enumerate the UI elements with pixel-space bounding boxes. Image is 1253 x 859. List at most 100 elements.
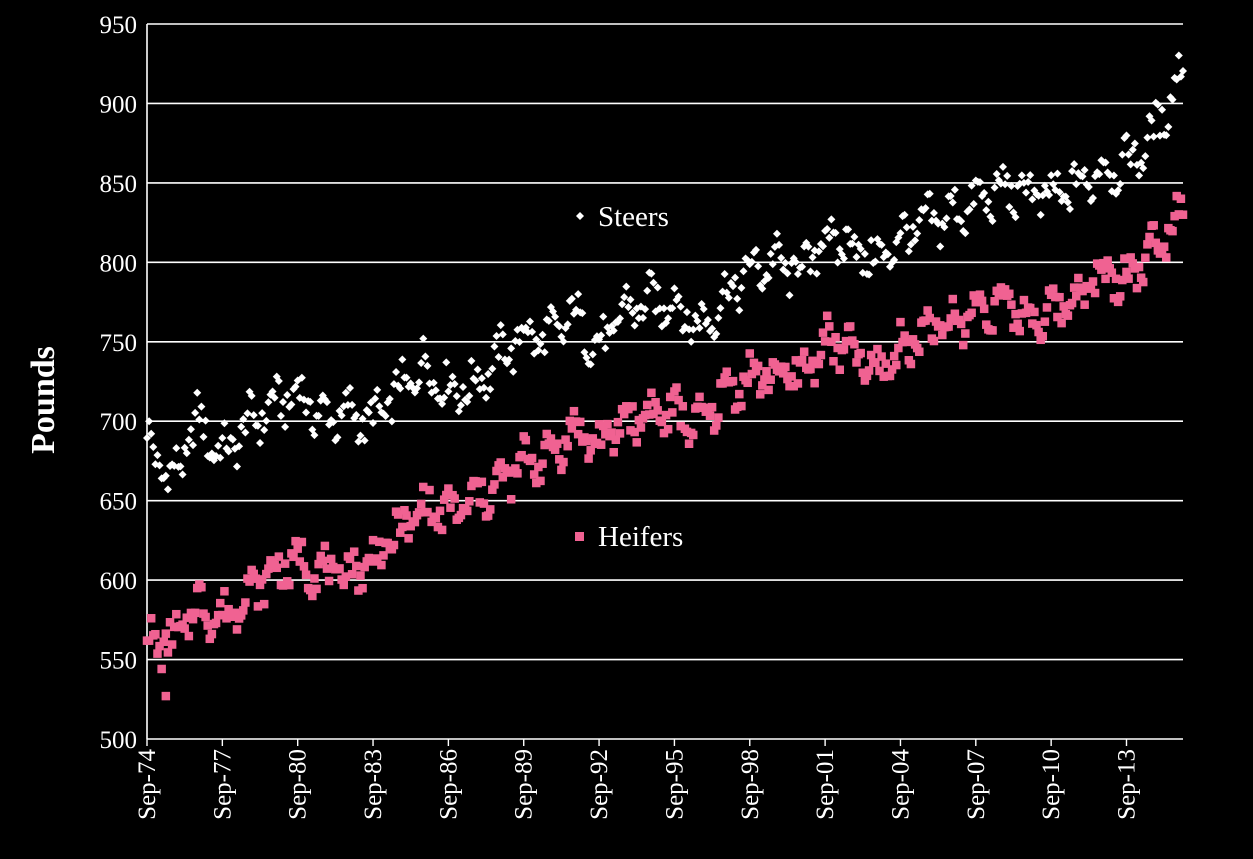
steers-point (145, 417, 154, 426)
steers-point (343, 400, 352, 409)
steers-point (195, 415, 204, 424)
steers-point (737, 283, 746, 292)
steers-point (798, 262, 807, 271)
steers-point (486, 385, 495, 394)
steers-point (371, 394, 380, 403)
heifers-point (383, 538, 392, 548)
heifers-point (653, 406, 662, 415)
heifers-point (550, 445, 560, 454)
heifers-point (877, 352, 886, 361)
steers-point (467, 356, 476, 365)
heifers-point (735, 389, 744, 399)
heifers-point (182, 613, 192, 622)
heifers-point (1015, 326, 1025, 336)
steers-point (505, 355, 514, 364)
steers-point (1001, 180, 1010, 189)
steers-point (1036, 210, 1045, 219)
heifers-point (906, 359, 916, 369)
heifers-point (1053, 312, 1062, 322)
heifers-point (1088, 277, 1098, 286)
heifers-point (400, 506, 409, 515)
steers-point (1114, 186, 1123, 195)
heifers-point (241, 598, 250, 607)
steers-point (616, 314, 625, 323)
heifers-point (439, 495, 449, 504)
steers-point (714, 313, 723, 322)
heifers-point (301, 570, 311, 580)
heifers-point (665, 392, 675, 402)
x-tick-label: Sep-86 (435, 749, 462, 820)
steers-point (214, 441, 223, 450)
steers-point (724, 293, 733, 302)
steers-point (178, 470, 187, 479)
steers-point (856, 244, 865, 253)
steers-point (626, 295, 635, 304)
heifers-point (1111, 274, 1121, 284)
steers-point (839, 254, 848, 263)
heifers-point (153, 649, 162, 658)
heifers-point (184, 631, 194, 641)
steers-point (387, 417, 396, 426)
heifers-point (190, 608, 200, 618)
steers-point (276, 411, 285, 420)
steers-point (421, 352, 430, 361)
steers-point (268, 387, 277, 396)
heifers-point (1136, 273, 1146, 282)
heifers-point (320, 541, 330, 551)
heifers-point (245, 577, 254, 586)
steers-point (220, 419, 229, 428)
steers-point (628, 308, 637, 317)
heifers-point (462, 506, 472, 516)
heifers-point (718, 379, 727, 388)
steers-point (670, 284, 679, 293)
steers-point (253, 421, 262, 430)
steers-point (228, 435, 237, 444)
steers-point (1153, 100, 1162, 109)
heifers-point (979, 304, 989, 314)
steers-point (618, 300, 627, 309)
heifers-point (435, 506, 445, 516)
steers-point (274, 377, 283, 386)
steers-point (766, 249, 775, 258)
steers-point (337, 411, 346, 420)
steers-point (534, 346, 543, 355)
heifers-point (720, 373, 729, 382)
steers-point (729, 282, 738, 291)
heifers-point (862, 371, 872, 381)
steers-point (1063, 198, 1072, 207)
steers-point (735, 306, 744, 315)
heifers-point (264, 564, 273, 573)
heifers-point (1126, 253, 1135, 262)
steers-point (599, 312, 608, 321)
steers-point (649, 278, 658, 287)
steers-point (927, 216, 936, 225)
steers-point (1003, 171, 1012, 180)
heifers-point (988, 326, 997, 335)
heifers-point (948, 294, 958, 304)
heifers-point (661, 410, 671, 420)
heifers-point (437, 525, 447, 535)
steers-point (364, 408, 373, 417)
heifers-point (760, 375, 769, 384)
y-tick-label: 950 (100, 12, 138, 39)
heifers-point (335, 564, 344, 573)
heifers-point (358, 583, 367, 593)
heifers-point (159, 637, 168, 646)
steers-point (1024, 178, 1033, 187)
heifers-point (339, 580, 348, 590)
heifers-point (444, 484, 453, 493)
steers-point (526, 317, 535, 326)
heifers-point (969, 291, 978, 300)
steers-point (176, 462, 185, 471)
steers-point (1162, 131, 1171, 140)
steers-point (1026, 171, 1035, 180)
heifers-point (1080, 300, 1089, 309)
steers-point (239, 415, 248, 424)
steers-point (779, 265, 788, 274)
steers-point (186, 425, 195, 434)
heifers-point (864, 366, 874, 375)
heifers-point (569, 406, 579, 416)
steers-point (302, 408, 311, 417)
steers-point (739, 267, 748, 276)
heifers-point (975, 290, 985, 299)
